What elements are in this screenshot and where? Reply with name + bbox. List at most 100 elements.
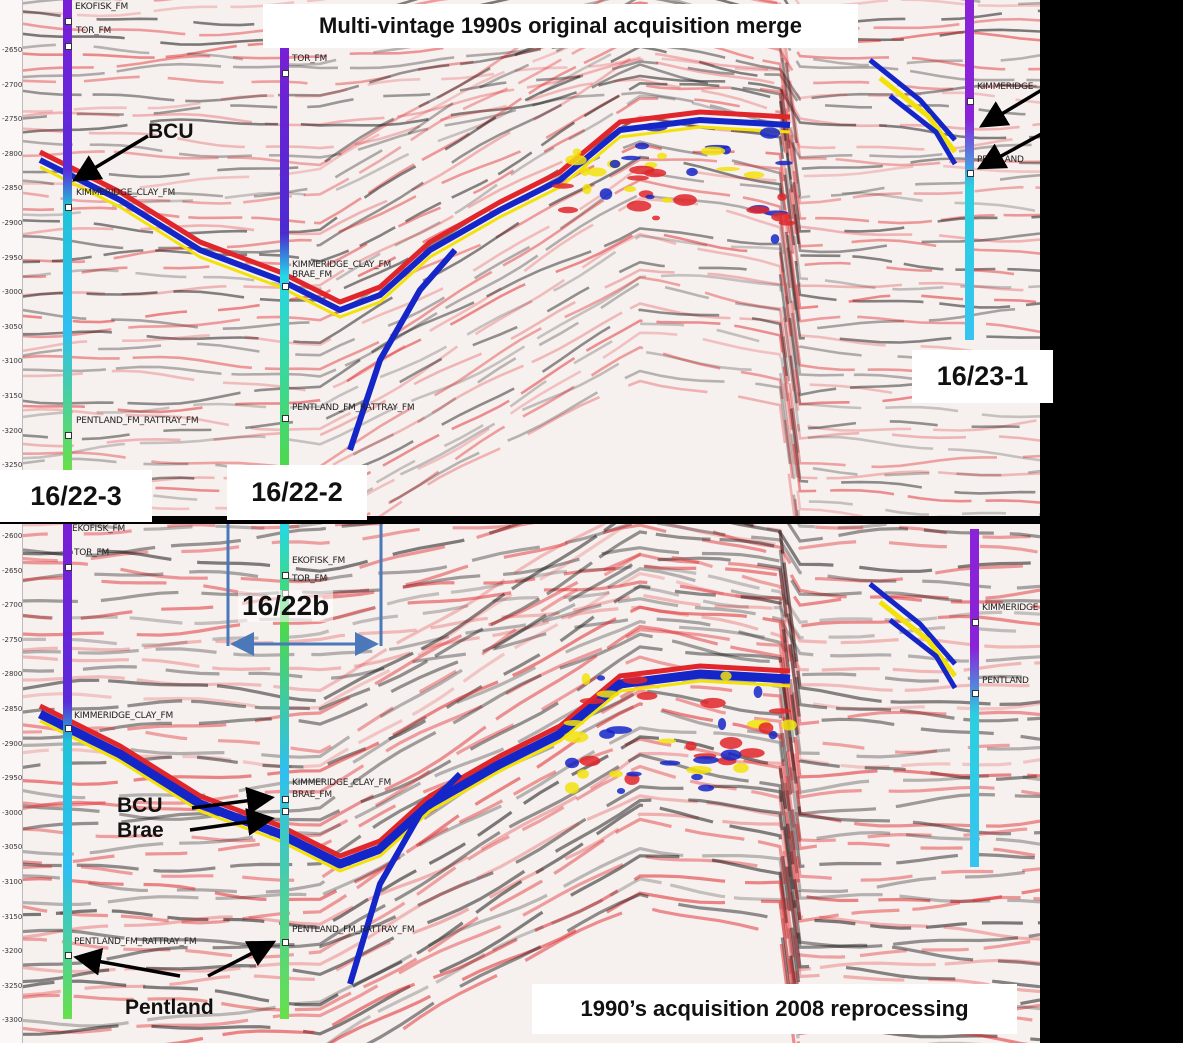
depth-tick-label: -3150 bbox=[2, 392, 23, 400]
seismic-reflector bbox=[70, 524, 899, 532]
formation-label: KIMMERIDGE bbox=[977, 82, 1034, 92]
seismic-reflector bbox=[0, 322, 1040, 516]
depth-tick-label: -2750 bbox=[2, 635, 23, 644]
seismic-amplitude-blob bbox=[700, 146, 726, 156]
seismic-reflector bbox=[0, 56, 1040, 114]
seismic-amplitude-blob bbox=[563, 731, 589, 743]
seismic-reflector bbox=[0, 751, 1040, 941]
seismic-amplitude-blob bbox=[717, 718, 727, 730]
seismic-reflector bbox=[0, 0, 1040, 18]
seismic-amplitude-blob bbox=[657, 738, 677, 744]
seismic-horizon bbox=[38, 109, 791, 305]
seismic-amplitude-blob bbox=[716, 166, 740, 172]
seismic-reflector bbox=[0, 45, 1040, 235]
depth-axis-bottom: -2600 -2650 -2700 -2750 -2800 -2850 -2900 -2950… bbox=[0, 524, 23, 1043]
well-log-16-22-3-bottom bbox=[63, 524, 72, 1019]
formation-marker bbox=[282, 70, 289, 77]
seismic-amplitude-blob bbox=[753, 686, 763, 698]
seismic-reflector bbox=[0, 281, 1040, 477]
formation-label: TOR_FM bbox=[74, 548, 110, 558]
depth-tick-label: -3300 bbox=[2, 1016, 23, 1025]
seismic-flank bbox=[347, 248, 458, 451]
seismic-reflector bbox=[0, 524, 1040, 707]
seismic-amplitude-blob bbox=[609, 159, 621, 169]
seismic-amplitude-blob bbox=[686, 167, 698, 177]
depth-tick-label: -2800 bbox=[2, 670, 23, 679]
formation-label: EKOFISK_FM bbox=[72, 524, 126, 534]
depth-tick-label: -3150 bbox=[2, 912, 23, 921]
formation-marker bbox=[65, 18, 72, 25]
seismic-reflector bbox=[0, 158, 1040, 339]
formation-marker bbox=[282, 808, 289, 815]
seismic-reflector bbox=[0, 0, 1040, 179]
depth-axis-top: -2650 -2700 -2750 -2800 -2850 -2900 -2950 -3000… bbox=[0, 0, 23, 516]
annotation-bcu-top: BCU bbox=[148, 120, 194, 143]
formation-label: KIMMERIDGE_CLAY_FM bbox=[74, 711, 174, 721]
seismic-amplitude-blob bbox=[686, 765, 712, 775]
depth-tick-label: -3000 bbox=[2, 288, 23, 297]
seismic-amplitude-blob bbox=[758, 722, 774, 734]
seismic-reflector bbox=[0, 624, 1040, 828]
seismic-reflector bbox=[0, 81, 1040, 272]
formation-label: KIMMERIDGE_CLAY_FM bbox=[76, 188, 176, 198]
depth-tick-label: -3250 bbox=[2, 981, 23, 990]
formation-marker bbox=[282, 415, 289, 422]
seismic-reflector bbox=[0, 308, 1040, 495]
seismic-amplitude-blob bbox=[622, 675, 648, 685]
depth-tick-label: -2900 bbox=[2, 219, 23, 227]
formation-label: PENTLAND_FM_RATTRAY_FM bbox=[292, 925, 415, 935]
depth-tick-label: -2600 bbox=[2, 532, 23, 540]
seismic-amplitude-blob bbox=[609, 770, 623, 778]
seismic-flank bbox=[347, 771, 463, 985]
seismic-amplitude-blob bbox=[596, 675, 606, 681]
seismic-reflector bbox=[0, 22, 1040, 205]
seismic-horizon bbox=[39, 679, 791, 873]
seismic-amplitude-blob bbox=[582, 183, 592, 195]
seismic-reflector bbox=[0, 234, 1040, 421]
seismic-reflector bbox=[0, 273, 1040, 462]
seismic-amplitude-blob bbox=[626, 771, 642, 777]
formation-label: PENTLAND bbox=[982, 676, 1029, 686]
formation-marker bbox=[282, 572, 289, 579]
seismic-reflector bbox=[0, 260, 1040, 441]
seismic-amplitude-blob bbox=[657, 152, 667, 160]
depth-tick-label: -2800 bbox=[2, 149, 23, 158]
seismic-reflector bbox=[0, 41, 1040, 103]
depth-tick-label: -2950 bbox=[2, 253, 23, 262]
seismic-amplitude-blob bbox=[629, 165, 655, 175]
seismic-reflector bbox=[0, 552, 1040, 734]
seismic-amplitude-blob bbox=[636, 692, 658, 700]
seismic-reflector bbox=[359, 369, 798, 516]
seismic-reflector bbox=[0, 524, 1040, 584]
depth-tick-label: -2750 bbox=[2, 115, 23, 124]
seismic-amplitude-blob bbox=[775, 160, 793, 166]
formation-marker bbox=[65, 204, 72, 211]
formation-marker bbox=[65, 43, 72, 50]
formation-marker bbox=[65, 725, 72, 732]
depth-tick-label: -3000 bbox=[2, 808, 23, 817]
depth-tick-label: -2950 bbox=[2, 774, 23, 783]
seismic-reflector bbox=[0, 524, 1040, 558]
formation-label: PENTLAND bbox=[977, 155, 1024, 165]
seismic-reflector bbox=[0, 803, 1040, 1008]
seismic-amplitude-blob bbox=[572, 148, 582, 156]
seismic-amplitude-blob bbox=[691, 773, 703, 781]
seismic-panel-original: -2650 -2700 -2750 -2800 -2850 -2900 -2950 -3000… bbox=[0, 0, 1040, 516]
seismic-amplitude-blob bbox=[626, 200, 652, 212]
seismic-amplitude-blob bbox=[623, 186, 637, 192]
seismic-amplitude-blob bbox=[635, 142, 649, 150]
formation-label: TOR_FM bbox=[292, 54, 328, 64]
seismic-amplitude-blob bbox=[659, 760, 681, 766]
formation-label: PENTLAND_FM_RATTRAY_FM bbox=[74, 937, 197, 947]
seismic-dip-reflector bbox=[868, 582, 957, 666]
seismic-amplitude-blob bbox=[580, 166, 590, 176]
well-name-16-22-3: 16/22-3 bbox=[0, 470, 152, 522]
annotation-brae: Brae bbox=[117, 819, 164, 842]
seismic-reflector bbox=[0, 530, 1040, 723]
seismic-amplitude-blob bbox=[579, 697, 605, 705]
seismic-amplitude-blob bbox=[621, 155, 641, 161]
seismic-amplitude-blob bbox=[587, 167, 607, 177]
seismic-section-reprocessed bbox=[0, 524, 1040, 1043]
seismic-reflector bbox=[0, 616, 1040, 683]
seismic-reflector bbox=[0, 753, 1040, 949]
